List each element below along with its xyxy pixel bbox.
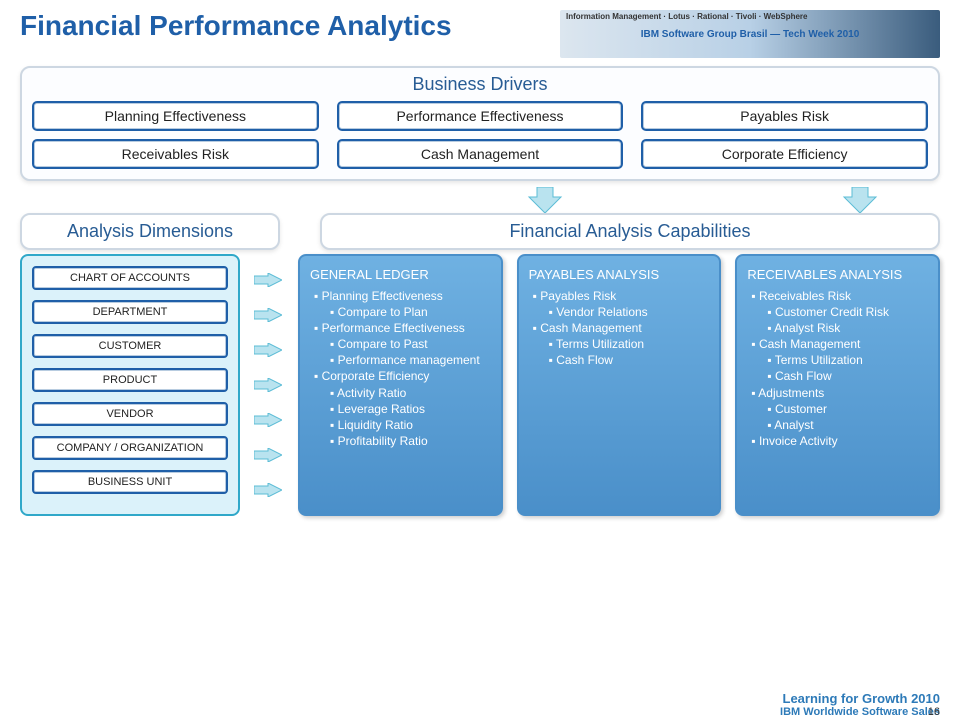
footer-brand: Learning for Growth 2010 IBM Worldwide S… — [780, 691, 940, 718]
drivers-title: Business Drivers — [32, 74, 928, 95]
arrows-column — [254, 254, 284, 516]
dim-item: VENDOR — [32, 402, 228, 426]
cap-subitem: Cash Flow — [767, 368, 928, 384]
dim-item: PRODUCT — [32, 368, 228, 392]
cap-subitem: Compare to Plan — [330, 304, 491, 320]
page-title: Financial Performance Analytics — [20, 10, 560, 42]
dim-item: BUSINESS UNIT — [32, 470, 228, 494]
arrow-right-icon — [254, 378, 282, 392]
cap-subitem: Vendor Relations — [549, 304, 710, 320]
section-left: Analysis Dimensions — [20, 213, 280, 250]
cap-subitem: Customer — [767, 401, 928, 417]
sections-row: Analysis Dimensions Financial Analysis C… — [20, 213, 940, 250]
cap-item: Planning Effectiveness — [314, 288, 491, 304]
arrow-right-icon — [254, 448, 282, 462]
cap-col-payables: PAYABLES ANALYSIS Payables RiskVendor Rel… — [517, 254, 722, 516]
dim-item: DEPARTMENT — [32, 300, 228, 324]
driver-chip: Corporate Efficiency — [641, 139, 928, 169]
cap-item: Receivables Risk — [751, 288, 928, 304]
arrows-down-row — [20, 187, 940, 213]
cap-subitem: Leverage Ratios — [330, 401, 491, 417]
cap-subitem: Cash Flow — [549, 352, 710, 368]
header: Financial Performance Analytics Informat… — [0, 0, 960, 58]
cap-subitem: Compare to Past — [330, 336, 491, 352]
cap-title: RECEIVABLES ANALYSIS — [747, 266, 928, 284]
cap-col-general-ledger: GENERAL LEDGERPlanning EffectivenessComp… — [298, 254, 503, 516]
cap-item: Corporate Efficiency — [314, 368, 491, 384]
cap-subitem: Liquidity Ratio — [330, 417, 491, 433]
cap-item: Invoice Activity — [751, 433, 928, 449]
drivers-grid: Planning Effectiveness Performance Effec… — [32, 101, 928, 169]
dimensions-column: CHART OF ACCOUNTS DEPARTMENT CUSTOMER PR… — [20, 254, 240, 516]
header-badge: Information Management · Lotus · Rationa… — [560, 10, 940, 58]
footer: Learning for Growth 2010 IBM Worldwide S… — [20, 691, 940, 718]
cap-item: Performance Effectiveness — [314, 320, 491, 336]
badge-top: Information Management · Lotus · Rationa… — [566, 12, 808, 21]
driver-chip: Cash Management — [337, 139, 624, 169]
arrow-right-icon — [254, 308, 282, 322]
arrow-right-icon — [254, 483, 282, 497]
driver-chip: Performance Effectiveness — [337, 101, 624, 131]
badge-main: IBM Software Group Brasil — Tech Week 20… — [641, 29, 860, 40]
cap-subitem: Performance management — [330, 352, 491, 368]
driver-chip: Receivables Risk — [32, 139, 319, 169]
cap-item: Adjustments — [751, 385, 928, 401]
arrow-right-icon — [254, 273, 282, 287]
cap-item: Cash Management — [751, 336, 928, 352]
footer-brand-bottom: IBM Worldwide Software Sales — [780, 706, 940, 718]
arrow-right-icon — [254, 413, 282, 427]
main-content: CHART OF ACCOUNTS DEPARTMENT CUSTOMER PR… — [20, 254, 940, 516]
cap-subitem: Terms Utilization — [549, 336, 710, 352]
cap-subitem: Activity Ratio — [330, 385, 491, 401]
cap-item: Cash Management — [533, 320, 710, 336]
footer-brand-top: Learning for Growth 2010 — [780, 691, 940, 706]
driver-chip: Payables Risk — [641, 101, 928, 131]
arrow-right-icon — [254, 343, 282, 357]
driver-chip: Planning Effectiveness — [32, 101, 319, 131]
page-number: 16 — [928, 706, 940, 718]
arrow-down-icon — [840, 187, 880, 213]
dim-item: COMPANY / ORGANIZATION — [32, 436, 228, 460]
dim-item: CUSTOMER — [32, 334, 228, 358]
cap-subitem: Analyst Risk — [767, 320, 928, 336]
cap-subitem: Terms Utilization — [767, 352, 928, 368]
cap-col-receivables: RECEIVABLES ANALYSISReceivables RiskCust… — [735, 254, 940, 516]
cap-subitem: Analyst — [767, 417, 928, 433]
arrow-down-icon — [525, 187, 565, 213]
dim-item: CHART OF ACCOUNTS — [32, 266, 228, 290]
drivers-panel: Business Drivers Planning Effectiveness … — [20, 66, 940, 181]
cap-title: PAYABLES ANALYSIS — [529, 266, 710, 284]
cap-title: GENERAL LEDGER — [310, 266, 491, 284]
cap-subitem: Customer Credit Risk — [767, 304, 928, 320]
section-right: Financial Analysis Capabilities — [320, 213, 940, 250]
cap-subitem: Profitability Ratio — [330, 433, 491, 449]
cap-item: Payables Risk — [533, 288, 710, 304]
